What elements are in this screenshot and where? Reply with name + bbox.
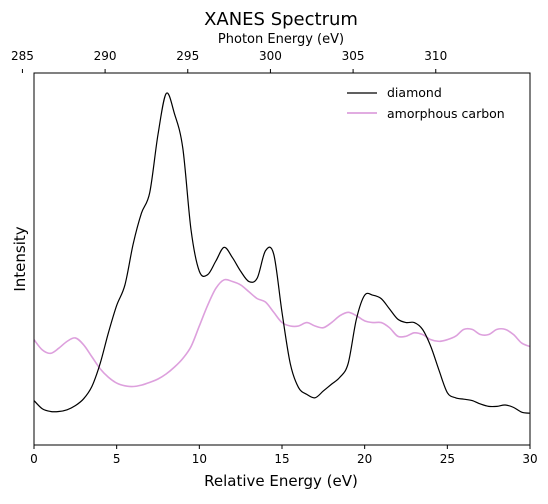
x-tick-label: 20 [357,452,372,466]
x-tick-label: 30 [522,452,537,466]
series-layer [33,92,531,414]
y-axis-label: Intensity [11,226,29,291]
x-tick-label: 0 [30,452,38,466]
top-tick-label: 290 [94,49,117,63]
top-tick-label: 310 [424,49,447,63]
x-axis-label: Relative Energy (eV) [204,472,358,490]
top-tick-label: 300 [259,49,282,63]
top-axis: 285 290 295 300 305 310 [11,49,447,73]
series-line-diamond [33,92,531,414]
x-tick-label: 15 [274,452,289,466]
x-tick-label: 25 [440,452,455,466]
top-tick-label: 285 [11,49,34,63]
top-axis-label: Photon Energy (eV) [218,32,344,47]
top-tick-label: 295 [176,49,199,63]
legend-label-diamond: diamond [387,85,442,100]
top-tick-label: 305 [342,49,365,63]
chart-title: XANES Spectrum [204,9,358,30]
legend-label-amorphous-carbon: amorphous carbon [387,106,505,121]
series-line-amorphous-carbon [33,278,531,388]
x-tick-label: 10 [192,452,207,466]
legend: diamond amorphous carbon [347,85,505,121]
bottom-axis: 0 5 10 15 20 25 30 [30,445,538,466]
x-tick-label: 5 [113,452,121,466]
